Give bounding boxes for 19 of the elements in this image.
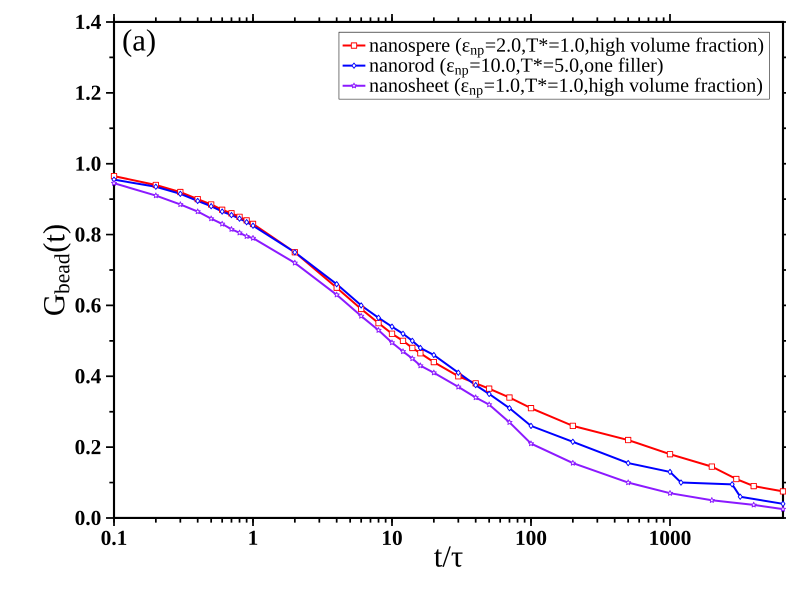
legend-label: nanospere (ε$_{np}$=2.0,T*=1.0,high volume fraction): [370, 38, 764, 58]
y-tick-label: 1.4: [76, 14, 101, 30]
y-tick-label: 0.8: [75, 227, 101, 242]
y-axis-title: G$_{bead}$(t): [42, 225, 71, 315]
y-tick-label: 0.2: [75, 440, 100, 454]
x-tick-label: 100: [516, 530, 546, 546]
y-tick-label: 0.6: [75, 298, 101, 313]
y-tick-label: 1.2: [76, 86, 100, 100]
legend-label: nanorod (ε$_{np}$=10.0,T*=5.0,one filler): [370, 58, 663, 78]
x-axis-title: t/τ: [434, 546, 463, 567]
annotation: (a): [123, 29, 155, 57]
legend-label: nanosheet (ε$_{np}$=1.0,T*=1.0,high volume fraction): [370, 78, 762, 98]
x-tick-label: 10: [383, 530, 402, 546]
y-tick-label: 1.0: [76, 156, 101, 171]
x-tick-label: 1000: [650, 530, 691, 546]
x-tick-label: 1: [249, 530, 258, 545]
y-tick-label: 0.0: [75, 510, 101, 526]
x-tick-label: 0.1: [101, 530, 126, 546]
y-tick-label: 0.4: [75, 369, 101, 384]
